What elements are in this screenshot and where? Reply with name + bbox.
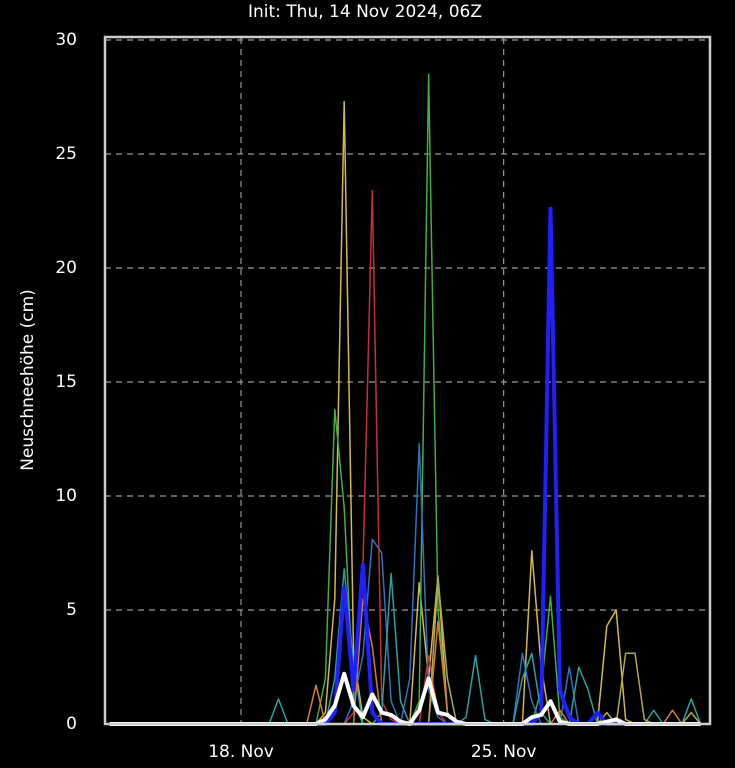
- y-axis-label: Neuschneehöhe (cm): [18, 289, 38, 471]
- y-tick-label: 0: [66, 714, 77, 734]
- y-tick-label: 30: [55, 30, 77, 50]
- chart-title: Init: Thu, 14 Nov 2024, 06Z: [248, 2, 482, 22]
- y-tick-label: 5: [66, 600, 77, 620]
- y-tick-label: 20: [55, 258, 77, 278]
- y-tick-label: 15: [55, 372, 77, 392]
- y-tick-label: 25: [55, 144, 77, 164]
- x-tick-label: 25. Nov: [471, 742, 537, 762]
- plot-frame: [103, 35, 712, 726]
- y-tick-label: 10: [55, 486, 77, 506]
- x-tick-label: 18. Nov: [208, 742, 274, 762]
